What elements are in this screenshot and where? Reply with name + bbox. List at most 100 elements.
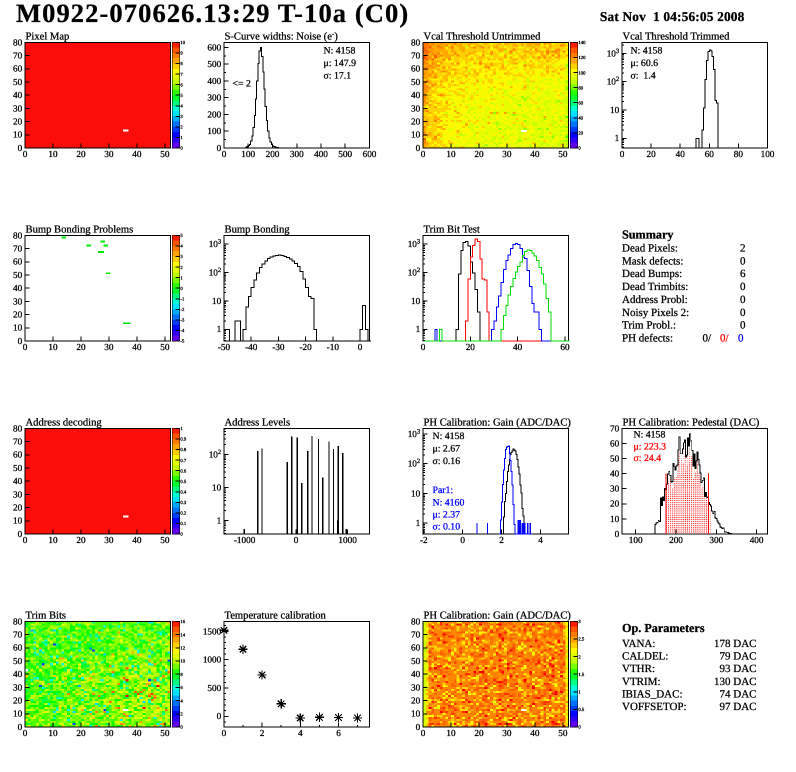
svg-text:0: 0 xyxy=(578,725,581,731)
svg-text:0: 0 xyxy=(740,281,746,293)
svg-text:-2: -2 xyxy=(180,307,185,313)
svg-text:6: 6 xyxy=(180,685,183,691)
svg-text:<= 2: <= 2 xyxy=(233,79,251,90)
svg-text:40: 40 xyxy=(132,342,142,352)
svg-text:1000: 1000 xyxy=(338,535,357,545)
svg-text:20: 20 xyxy=(647,149,657,159)
svg-text:Dead Trimbits:: Dead Trimbits: xyxy=(622,281,688,293)
svg-text:0/: 0/ xyxy=(720,333,730,345)
svg-text:60: 60 xyxy=(411,64,421,74)
svg-text:σ: 17.1: σ: 17.1 xyxy=(324,71,352,82)
svg-text:80: 80 xyxy=(13,423,23,433)
svg-text:0: 0 xyxy=(740,255,746,267)
svg-text:10: 10 xyxy=(446,149,456,159)
svg-text:0: 0 xyxy=(294,535,299,545)
svg-text:20: 20 xyxy=(13,310,23,320)
svg-text:VTHR:: VTHR: xyxy=(622,663,655,675)
svg-text:500: 500 xyxy=(338,149,352,159)
svg-text:4: 4 xyxy=(298,728,303,738)
svg-text:0.8: 0.8 xyxy=(180,447,187,453)
svg-text:70: 70 xyxy=(13,51,23,61)
svg-text:30: 30 xyxy=(104,342,114,352)
svg-text:70: 70 xyxy=(13,244,23,254)
svg-text:30: 30 xyxy=(13,296,23,306)
svg-text:-50: -50 xyxy=(218,342,231,352)
svg-text:20: 20 xyxy=(13,503,23,513)
svg-text:σ: 0.10: σ: 0.10 xyxy=(433,522,461,533)
svg-text:0: 0 xyxy=(740,307,746,319)
svg-text:VANA:: VANA: xyxy=(622,638,655,650)
svg-text:103: 103 xyxy=(209,239,222,249)
svg-text:20: 20 xyxy=(411,696,421,706)
svg-text:50: 50 xyxy=(558,728,568,738)
svg-text:σ: 0.16: σ: 0.16 xyxy=(433,456,461,467)
svg-text:80: 80 xyxy=(411,37,421,47)
svg-text:12: 12 xyxy=(180,646,185,652)
svg-text:50: 50 xyxy=(13,77,23,87)
svg-text:1: 1 xyxy=(615,133,620,143)
svg-text:6: 6 xyxy=(180,82,183,88)
svg-text:600: 600 xyxy=(363,149,377,159)
svg-text:Address Levels: Address Levels xyxy=(225,417,291,428)
svg-text:-1000: -1000 xyxy=(234,535,256,545)
svg-text:PH Calibration: Gain (ADC/DAC): PH Calibration: Gain (ADC/DAC) xyxy=(424,417,572,428)
svg-text:μ: 223.3: μ: 223.3 xyxy=(634,442,667,453)
svg-text:30: 30 xyxy=(13,682,23,692)
svg-text:N: 4160: N: 4160 xyxy=(433,498,465,509)
svg-text:3: 3 xyxy=(180,114,183,120)
svg-text:10: 10 xyxy=(48,149,58,159)
svg-text:5: 5 xyxy=(180,233,183,239)
svg-text:1.5: 1.5 xyxy=(578,672,585,678)
svg-text:300: 300 xyxy=(207,93,221,103)
svg-text:7: 7 xyxy=(180,72,183,78)
svg-text:0: 0 xyxy=(740,294,746,306)
svg-text:PH Calibration: Gain (ADC/DAC): PH Calibration: Gain (ADC/DAC) xyxy=(424,610,572,621)
svg-text:0: 0 xyxy=(23,149,28,159)
svg-text:20: 20 xyxy=(474,728,484,738)
svg-text:0.6: 0.6 xyxy=(180,468,187,474)
svg-text:1: 1 xyxy=(217,324,222,334)
svg-text:102: 102 xyxy=(607,76,619,86)
svg-text:0: 0 xyxy=(18,722,23,732)
svg-text:60: 60 xyxy=(13,257,23,267)
svg-text:0: 0 xyxy=(358,342,363,352)
svg-text:60: 60 xyxy=(578,100,583,106)
svg-text:10: 10 xyxy=(411,488,421,498)
svg-text:102: 102 xyxy=(209,449,221,459)
svg-text:102: 102 xyxy=(408,458,420,468)
svg-text:40: 40 xyxy=(610,469,620,479)
svg-text:40: 40 xyxy=(13,283,23,293)
svg-text:40: 40 xyxy=(676,149,686,159)
svg-text:N: 4158: N: 4158 xyxy=(631,46,663,57)
svg-text:30: 30 xyxy=(502,728,512,738)
svg-text:1: 1 xyxy=(180,426,183,432)
svg-text:0: 0 xyxy=(217,711,222,721)
svg-text:130 DAC: 130 DAC xyxy=(714,676,756,688)
svg-text:-40: -40 xyxy=(245,342,258,352)
svg-text:10: 10 xyxy=(48,535,58,545)
svg-text:100: 100 xyxy=(761,149,775,159)
svg-text:-30: -30 xyxy=(272,342,285,352)
svg-text:Bump Bonding Problems: Bump Bonding Problems xyxy=(26,224,134,235)
svg-text:2: 2 xyxy=(499,535,504,545)
svg-text:80: 80 xyxy=(13,616,23,626)
svg-text:M0922-070626.13:29 T-10a (C0): M0922-070626.13:29 T-10a (C0) xyxy=(16,0,409,28)
svg-text:μ: 60.6: μ: 60.6 xyxy=(631,58,659,69)
svg-text:Par1:: Par1: xyxy=(433,485,454,496)
svg-text:79 DAC: 79 DAC xyxy=(720,651,757,663)
svg-text:100: 100 xyxy=(241,149,255,159)
svg-text:60: 60 xyxy=(13,450,23,460)
svg-text:0: 0 xyxy=(416,722,421,732)
svg-text:σ: 24.4: σ: 24.4 xyxy=(634,453,662,464)
svg-text:140: 140 xyxy=(578,40,586,46)
svg-text:σ: 1.4: σ: 1.4 xyxy=(631,71,656,82)
svg-text:10: 10 xyxy=(48,342,58,352)
svg-text:μ: 2.37: μ: 2.37 xyxy=(433,510,461,521)
svg-text:10: 10 xyxy=(13,709,23,719)
svg-text:50: 50 xyxy=(160,535,170,545)
svg-text:Trim Bit Test: Trim Bit Test xyxy=(424,224,480,235)
svg-text:0.2: 0.2 xyxy=(180,511,187,517)
svg-text:Temperature calibration: Temperature calibration xyxy=(225,610,327,621)
svg-text:40: 40 xyxy=(578,116,583,122)
svg-text:70: 70 xyxy=(411,630,421,640)
